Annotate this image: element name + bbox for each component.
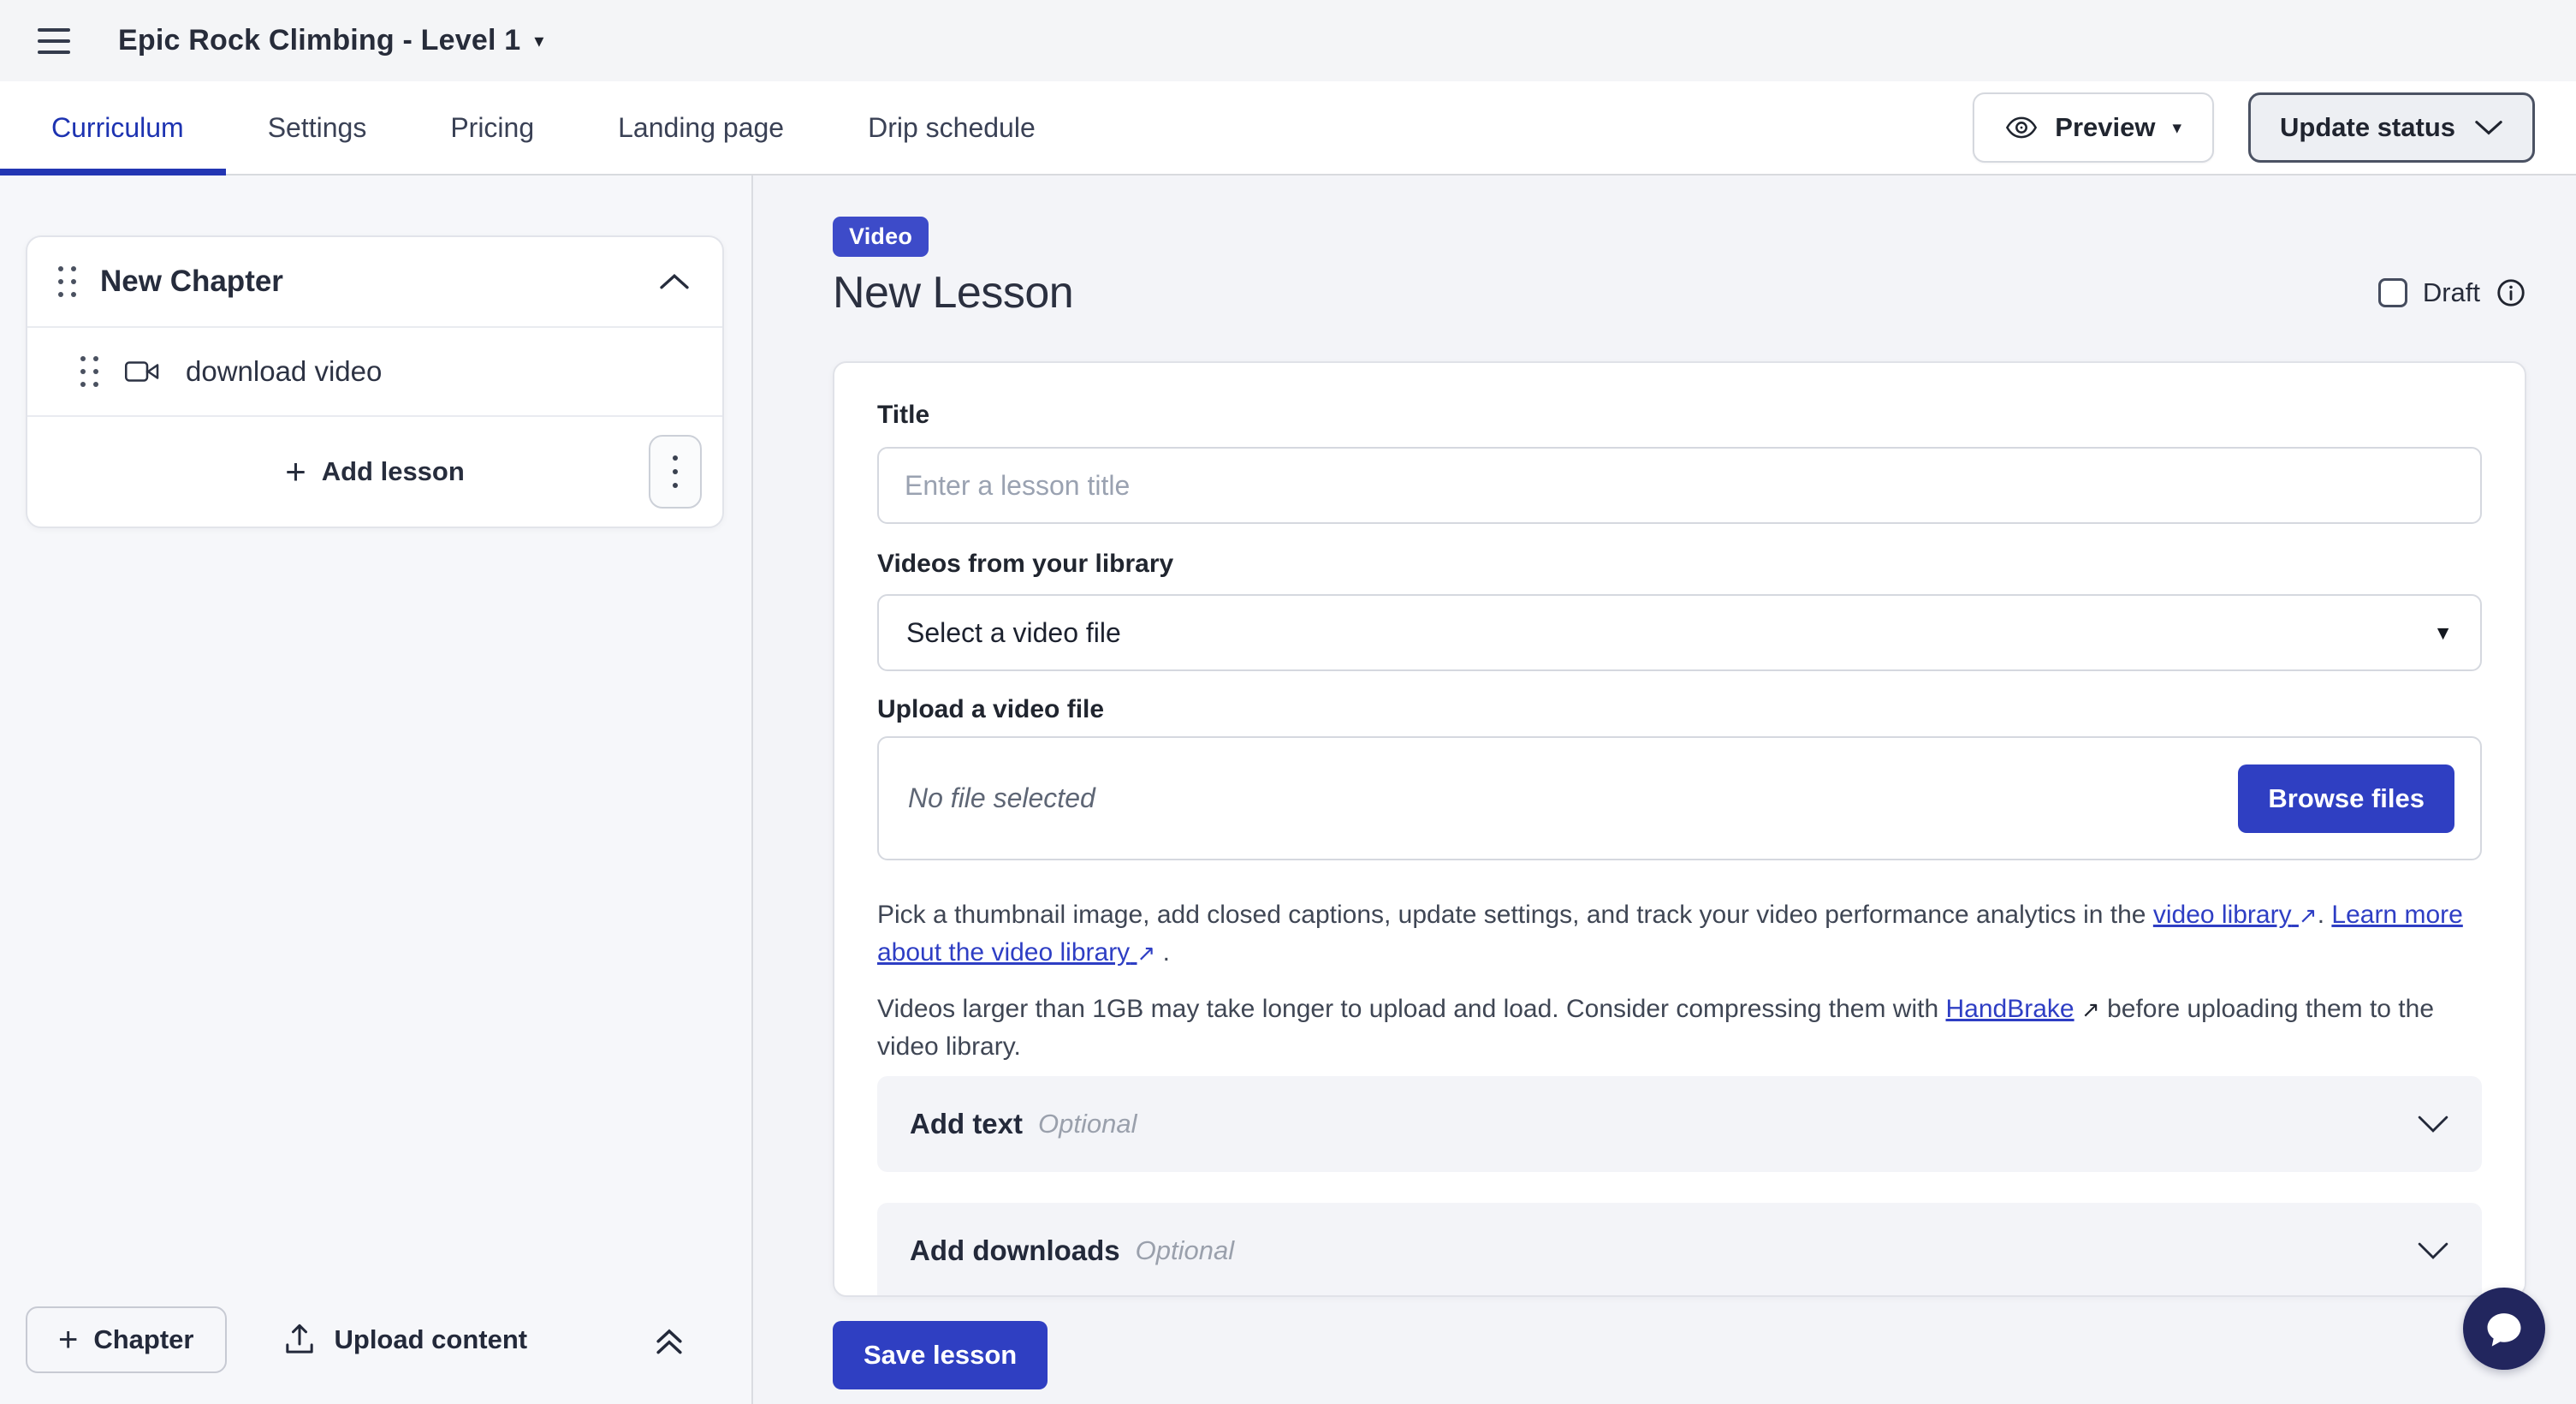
- plus-icon: +: [285, 451, 306, 491]
- course-title-caret-icon[interactable]: ▾: [534, 29, 544, 51]
- add-lesson-row: + Add lesson: [27, 417, 722, 526]
- topbar: Epic Rock Climbing - Level 1 ▾: [0, 0, 2576, 81]
- lesson-type-badge: Video: [833, 217, 929, 257]
- upload-content-label: Upload content: [334, 1324, 528, 1354]
- link-text: HandBrake: [1945, 995, 2074, 1023]
- external-link-icon: ↗: [1137, 940, 1156, 966]
- caret-down-icon: ▾: [2172, 117, 2182, 138]
- upload-content-button[interactable]: Upload content: [283, 1323, 528, 1357]
- select-caret-icon: ▼: [2433, 621, 2453, 644]
- curriculum-sidebar: New Chapter download video: [0, 176, 753, 1404]
- library-field-label: Videos from your library: [877, 550, 1174, 578]
- title-field-label: Title: [877, 401, 930, 429]
- update-status-button[interactable]: Update status: [2248, 92, 2535, 163]
- tabbar-actions: Preview ▾ Update status: [1973, 81, 2535, 174]
- chapter-title: New Chapter: [100, 265, 283, 298]
- add-text-accordion[interactable]: Add text Optional: [877, 1076, 2482, 1172]
- upload-icon: [283, 1323, 316, 1357]
- note-text: .: [1155, 938, 1170, 967]
- double-chevron-up-icon: [656, 1329, 682, 1354]
- chat-bubble-icon: [2487, 1313, 2521, 1347]
- add-chapter-label: Chapter: [93, 1324, 194, 1354]
- upload-field-label: Upload a video file: [877, 695, 1105, 723]
- tab-landing-page[interactable]: Landing page: [618, 111, 785, 143]
- chat-widget-button[interactable]: [2463, 1288, 2545, 1370]
- compression-note: Videos larger than 1GB may take longer t…: [877, 991, 2482, 1066]
- chapter-card: New Chapter download video: [26, 235, 724, 528]
- draft-control: Draft: [2377, 277, 2526, 308]
- lesson-row[interactable]: download video: [27, 326, 722, 417]
- content-area: New Chapter download video: [0, 176, 2576, 1404]
- chapter-menu-button[interactable]: [649, 435, 702, 509]
- tab-list: Curriculum Settings Pricing Landing page…: [0, 81, 1077, 176]
- tab-drip-schedule[interactable]: Drip schedule: [868, 111, 1036, 143]
- add-text-label: Add text: [910, 1108, 1023, 1139]
- chapter-header[interactable]: New Chapter: [27, 237, 722, 326]
- hamburger-menu-icon[interactable]: [38, 27, 70, 54]
- lesson-form-card: Title Videos from your library Select a …: [833, 361, 2526, 1297]
- tabbar: Curriculum Settings Pricing Landing page…: [0, 81, 2576, 176]
- preview-button[interactable]: Preview ▾: [1973, 92, 2215, 163]
- drag-handle-icon[interactable]: [80, 356, 98, 387]
- sidebar-footer: + Chapter Upload content: [0, 1276, 751, 1404]
- drag-handle-icon[interactable]: [58, 266, 76, 297]
- handbrake-link[interactable]: HandBrake: [1946, 995, 2074, 1023]
- chevron-down-icon: [2417, 1240, 2449, 1261]
- link-text: Learn more about the video library: [877, 901, 2463, 967]
- video-camera-icon: [124, 359, 160, 384]
- lesson-title-input[interactable]: [877, 447, 2482, 524]
- lesson-header-row: New Lesson Draft: [833, 267, 2526, 318]
- save-lesson-button[interactable]: Save lesson: [833, 1321, 1048, 1389]
- course-title[interactable]: Epic Rock Climbing - Level 1: [118, 24, 521, 57]
- draft-label: Draft: [2422, 277, 2480, 307]
- preview-button-label: Preview: [2055, 112, 2156, 142]
- add-lesson-button[interactable]: + Add lesson: [285, 454, 465, 490]
- external-link-icon: ↗: [2298, 902, 2318, 928]
- kebab-icon: [673, 455, 678, 488]
- learn-more-link[interactable]: Learn more about the video library ↗: [877, 901, 2463, 967]
- video-library-note: Pick a thumbnail image, add closed capti…: [877, 896, 2482, 972]
- add-chapter-button[interactable]: + Chapter: [26, 1306, 227, 1373]
- note-text: .: [2317, 901, 2332, 929]
- file-upload-box: No file selected Browse files: [877, 736, 2482, 860]
- no-file-text: No file selected: [908, 782, 1095, 813]
- link-text: video library: [2152, 901, 2292, 929]
- video-library-link[interactable]: video library ↗: [2153, 901, 2318, 929]
- plus-icon: +: [58, 1321, 79, 1359]
- add-text-optional: Optional: [1038, 1109, 1137, 1139]
- video-library-select[interactable]: Select a video file ▼: [877, 594, 2482, 671]
- add-downloads-optional: Optional: [1135, 1235, 1235, 1265]
- tab-pricing[interactable]: Pricing: [450, 111, 535, 143]
- collapse-all-button[interactable]: [650, 1321, 688, 1359]
- lesson-title: download video: [186, 355, 383, 387]
- browse-files-button[interactable]: Browse files: [2238, 764, 2454, 833]
- chevron-down-icon: [2474, 118, 2503, 137]
- note-text: before uploading them to the video libra…: [877, 995, 2435, 1061]
- chevron-down-icon: [2417, 1114, 2449, 1134]
- add-lesson-label: Add lesson: [321, 456, 465, 486]
- note-text: Pick a thumbnail image, add closed capti…: [877, 901, 2153, 929]
- tab-settings[interactable]: Settings: [267, 111, 367, 143]
- eye-icon: [2005, 115, 2038, 140]
- add-downloads-label: Add downloads: [910, 1234, 1120, 1266]
- lesson-editor: Video New Lesson Draft Title: [753, 176, 2576, 1404]
- page-title: New Lesson: [833, 268, 1074, 318]
- add-downloads-accordion[interactable]: Add downloads Optional: [877, 1203, 2482, 1295]
- info-icon[interactable]: [2496, 277, 2526, 308]
- tab-curriculum[interactable]: Curriculum: [0, 81, 226, 176]
- chevron-up-icon[interactable]: [659, 272, 690, 291]
- external-link-icon: ↗: [2080, 996, 2100, 1022]
- note-text: Videos larger than 1GB may take longer t…: [877, 995, 1946, 1023]
- draft-checkbox[interactable]: [2377, 278, 2407, 307]
- update-status-button-label: Update status: [2280, 112, 2455, 142]
- video-library-select-value: Select a video file: [906, 616, 1121, 648]
